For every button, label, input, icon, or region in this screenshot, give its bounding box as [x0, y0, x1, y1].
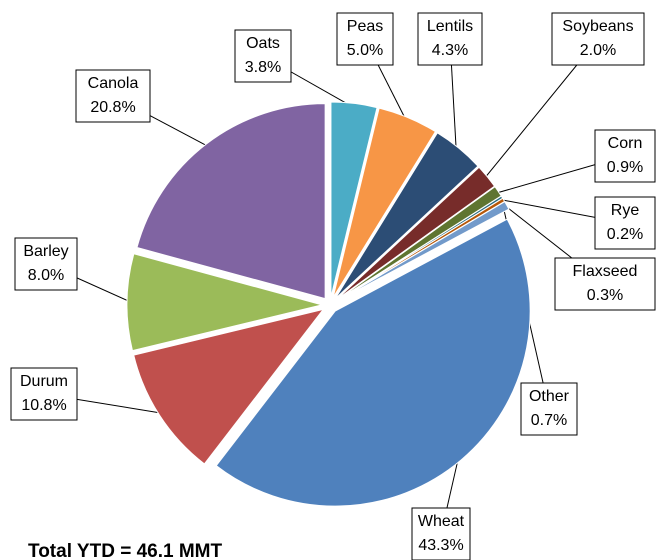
- value-label: 3.8%: [245, 59, 281, 76]
- pie-slice: [126, 253, 323, 352]
- category-label: Peas: [347, 18, 383, 35]
- value-label: 0.3%: [587, 287, 623, 304]
- category-label: Flaxseed: [573, 263, 638, 280]
- category-label: Lentils: [427, 18, 473, 35]
- value-label: 2.0%: [580, 42, 616, 59]
- pie-slice: [133, 308, 325, 465]
- label-box: [75, 69, 151, 123]
- label-box: [594, 196, 656, 250]
- label-box: [417, 12, 483, 66]
- value-label: 43.3%: [418, 537, 463, 554]
- category-label: Corn: [608, 135, 643, 152]
- pie-slice: [334, 132, 479, 300]
- value-label: 0.7%: [531, 412, 567, 429]
- pie-slice: [335, 166, 496, 301]
- category-label: Rye: [611, 202, 640, 219]
- pie-slice: [332, 107, 437, 298]
- label-box: [554, 257, 656, 311]
- pie-slice: [136, 103, 326, 300]
- total-annotation: Total YTD = 46.1 MMT: [28, 541, 222, 560]
- label-box: [234, 29, 292, 83]
- category-label: Wheat: [418, 513, 465, 530]
- label-box: [520, 382, 578, 436]
- label-box: [594, 129, 656, 183]
- pie-slice: [215, 218, 531, 507]
- category-label: Oats: [246, 35, 280, 52]
- category-label: Soybeans: [562, 18, 633, 35]
- category-label: Barley: [23, 243, 68, 260]
- value-label: 0.2%: [607, 226, 643, 243]
- category-label: Durum: [20, 373, 68, 390]
- value-label: 10.8%: [21, 397, 66, 414]
- label-box: [14, 237, 78, 291]
- pie-slice: [336, 200, 510, 302]
- value-label: 0.9%: [607, 159, 643, 176]
- label-box: [10, 367, 78, 421]
- value-label: 8.0%: [28, 267, 64, 284]
- label-box: [551, 12, 645, 66]
- label-box: [336, 12, 394, 66]
- category-label: Other: [529, 388, 570, 405]
- value-label: 4.3%: [432, 42, 468, 59]
- labels: Oats 3.8% Peas 5.0% Lentils 4.3% Soybeans 2.0% C…: [10, 12, 656, 560]
- value-label: 20.8%: [90, 99, 135, 116]
- slices: [126, 101, 531, 507]
- category-label: Canola: [88, 75, 139, 92]
- pie-slice: [330, 101, 378, 298]
- value-label: 5.0%: [347, 42, 383, 59]
- label-box: [411, 507, 471, 560]
